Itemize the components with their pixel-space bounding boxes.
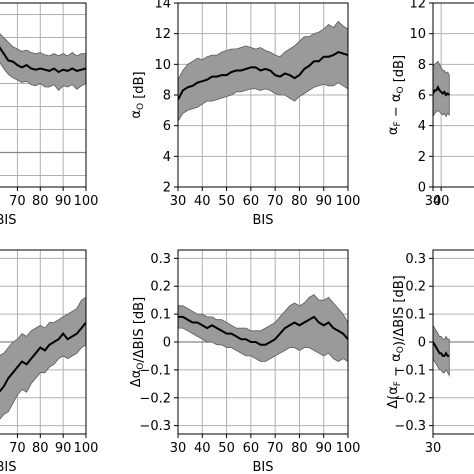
plot-area	[178, 3, 348, 187]
y-tick-label: 10	[154, 58, 171, 73]
series-band	[433, 60, 450, 118]
plot-area	[433, 3, 474, 187]
y-tick-label: −0.3	[139, 419, 171, 434]
axes-frame	[0, 2, 87, 188]
x-tick-label: 40	[433, 194, 450, 209]
series-mean-line	[0, 46, 86, 74]
series-band	[433, 324, 450, 378]
y-axis-label: Δ(αF − αO)/ΔBIS [dB]	[386, 275, 407, 409]
x-axis-label: BIS	[0, 213, 17, 228]
x-axis-label: BIS	[0, 460, 17, 474]
panel-bottom-right: 30 −0.3 −0.2 −0.1 0 0.1 0.2 0.3 Δ(αF − αO)/ΔBIS …	[386, 249, 474, 456]
x-tick-label: 50	[218, 194, 235, 209]
series-mean-line	[433, 341, 450, 357]
y-tick-label: 14	[154, 0, 171, 12]
x-axis-label: BIS	[252, 213, 273, 228]
x-tick-label: 80	[291, 194, 308, 209]
x-tick-label: 60	[243, 441, 260, 456]
y-tick-label: 6	[418, 89, 426, 104]
series-mean-line	[178, 315, 348, 346]
y-tick-label: 0.1	[150, 308, 171, 323]
y-tick-label: 10	[409, 27, 426, 42]
x-tick-label: 70	[9, 194, 26, 209]
y-tick-label: 0	[418, 181, 426, 196]
y-tick-label: 0.1	[405, 308, 426, 323]
axes-frame	[0, 249, 87, 435]
x-tick-label: 40	[194, 194, 211, 209]
panel-top-middle: 30 40 50 60 70 80 90 100 2 4 6 8 10 12 14 BIS αO [dB]	[129, 0, 360, 228]
x-tick-label: 30	[170, 441, 187, 456]
x-tick-label: 30	[170, 194, 187, 209]
x-tick-label: 30	[425, 441, 442, 456]
y-tick-label: 0	[163, 336, 171, 351]
y-tick-label: 12	[154, 27, 171, 42]
x-tick-label: 100	[336, 441, 361, 456]
y-tick-label: 0.3	[405, 252, 426, 267]
panel-bottom-middle: 30 40 50 60 70 80 90 100 −0.3 −0.2 −0.1 0 0.1 0.2 0.3 B…	[129, 249, 361, 474]
y-tick-label: 0.3	[150, 252, 171, 267]
series-band	[0, 296, 86, 420]
x-tick-label: 30	[425, 194, 442, 209]
series-band	[0, 33, 86, 92]
y-tick-label: 8	[163, 89, 171, 104]
x-tick-label: 90	[315, 194, 332, 209]
series-band	[178, 20, 348, 122]
y-tick-label: 2	[163, 181, 171, 196]
y-tick-label: −0.1	[394, 363, 426, 378]
y-tick-label: −0.1	[139, 363, 171, 378]
x-tick-label: 40	[194, 441, 211, 456]
y-axis-label: αO [dB]	[129, 71, 147, 118]
series-band	[178, 294, 348, 362]
plot-area	[433, 250, 474, 434]
y-tick-label: 0.2	[405, 280, 426, 295]
x-tick-label: 90	[55, 194, 72, 209]
y-tick-label: 12	[409, 0, 426, 12]
x-tick-label: 90	[315, 441, 332, 456]
y-tick-label: 0.2	[150, 280, 171, 295]
y-tick-label: 0	[418, 336, 426, 351]
x-tick-label: 50	[218, 441, 235, 456]
y-tick-label: 4	[418, 119, 426, 134]
x-tick-label: 90	[55, 441, 72, 456]
x-tick-label: 80	[32, 441, 49, 456]
y-axis-label: ΔαO/ΔBIS [dB]	[129, 297, 147, 387]
series-mean-line	[0, 321, 86, 393]
x-tick-label: 60	[243, 194, 260, 209]
plot-area	[178, 250, 348, 434]
plot-area	[0, 3, 86, 187]
x-tick-label: 70	[267, 441, 284, 456]
series-mean-line	[178, 51, 348, 101]
x-tick-label: 100	[74, 194, 99, 209]
x-axis-label: BIS	[252, 460, 273, 474]
x-tick-label: 100	[336, 194, 361, 209]
y-tick-label: 4	[163, 150, 171, 165]
y-tick-label: 8	[418, 58, 426, 73]
y-tick-label: −0.2	[139, 391, 171, 406]
x-tick-label: 80	[32, 194, 49, 209]
x-tick-label: 70	[267, 194, 284, 209]
y-tick-label: 2	[418, 150, 426, 165]
series-mean-line	[433, 85, 450, 97]
x-tick-label: 80	[291, 441, 308, 456]
y-tick-label: 6	[163, 119, 171, 134]
y-tick-label: −0.2	[394, 391, 426, 406]
plot-area	[0, 250, 86, 434]
x-tick-label: 100	[74, 441, 99, 456]
y-tick-label: −0.3	[394, 419, 426, 434]
y-axis-label: αF − αO [dB]	[386, 55, 407, 135]
x-tick-label: 70	[9, 441, 26, 456]
